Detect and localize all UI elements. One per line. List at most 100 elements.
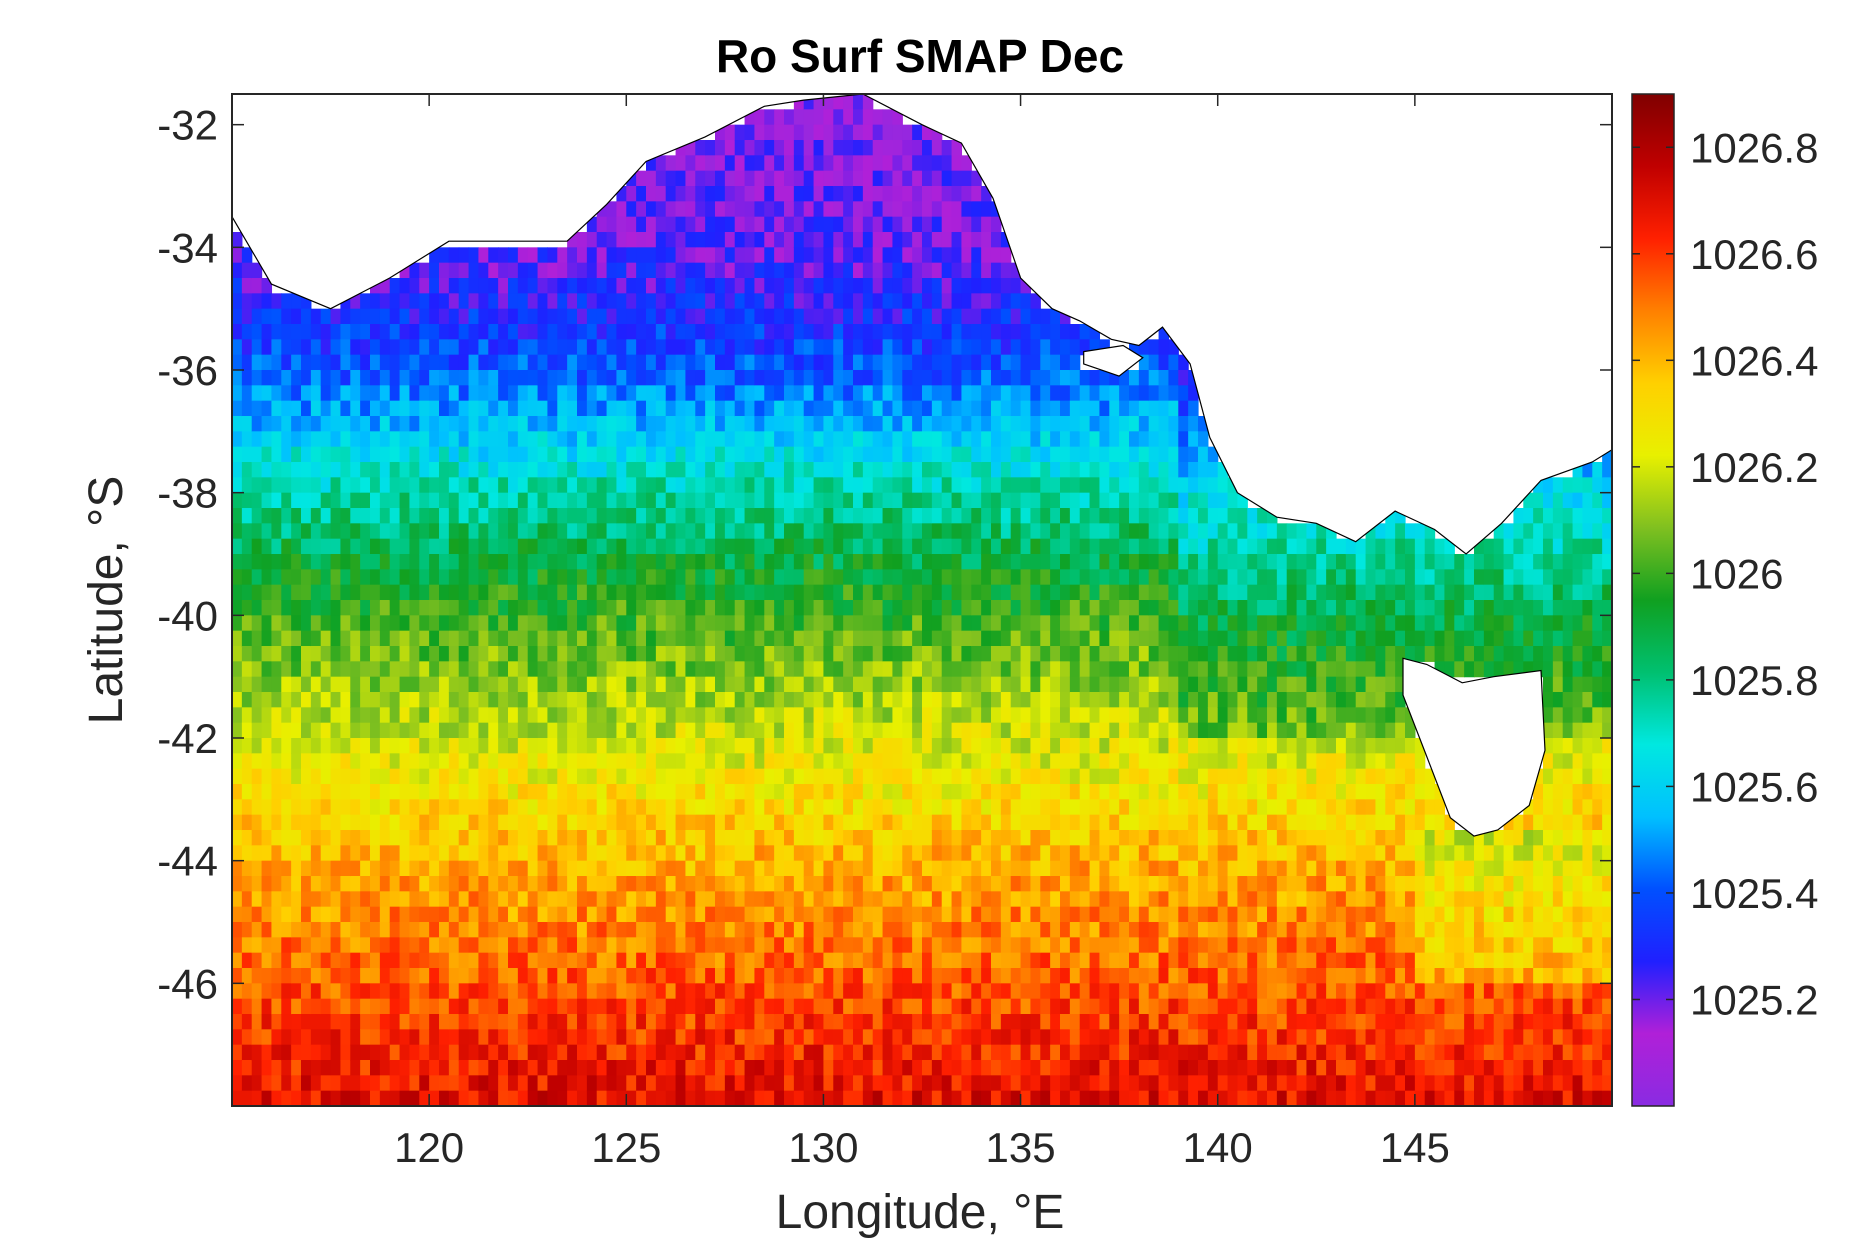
- heatmap-cell: [241, 324, 253, 340]
- heatmap-cell: [675, 462, 687, 478]
- heatmap-cell: [764, 170, 775, 187]
- heatmap-cell: [606, 830, 618, 846]
- heatmap-cell: [557, 707, 568, 724]
- heatmap-cell: [1000, 247, 1012, 264]
- heatmap-cell: [724, 140, 736, 156]
- heatmap-cell: [715, 1014, 726, 1030]
- heatmap-cell: [399, 922, 411, 938]
- heatmap-cell: [429, 738, 440, 754]
- heatmap-cell: [981, 477, 992, 494]
- heatmap-cell: [419, 508, 430, 524]
- heatmap-cell: [813, 477, 825, 494]
- heatmap-cell: [508, 998, 519, 1015]
- heatmap-cell: [448, 784, 460, 800]
- heatmap-cell: [803, 922, 815, 938]
- heatmap-cell: [1030, 630, 1041, 647]
- heatmap-cell: [577, 768, 588, 785]
- heatmap-cell: [912, 324, 923, 340]
- heatmap-cell: [823, 738, 834, 754]
- heatmap-cell: [439, 615, 450, 632]
- heatmap-cell: [251, 676, 263, 693]
- heatmap-cell: [655, 431, 667, 448]
- heatmap-cell: [833, 891, 844, 908]
- heatmap-cell: [261, 293, 273, 310]
- heatmap-cell: [537, 860, 549, 877]
- heatmap-cell: [291, 968, 302, 984]
- heatmap-cell: [931, 952, 943, 969]
- heatmap-cell: [941, 477, 953, 494]
- heatmap-cell: [616, 584, 627, 601]
- heatmap-cell: [853, 186, 864, 202]
- heatmap-cell: [616, 630, 627, 647]
- heatmap-cell: [774, 492, 785, 509]
- heatmap-cell: [774, 293, 785, 310]
- heatmap-cell: [655, 845, 667, 862]
- heatmap-cell: [498, 554, 509, 570]
- heatmap-cell: [1010, 768, 1022, 785]
- heatmap-cell: [803, 891, 815, 908]
- heatmap-cell: [291, 891, 302, 908]
- heatmap-cell: [685, 1029, 696, 1046]
- heatmap-cell: [389, 630, 401, 647]
- heatmap-cell: [636, 554, 647, 570]
- heatmap-cell: [1040, 554, 1051, 570]
- heatmap-cell: [951, 247, 963, 264]
- heatmap-cell: [399, 860, 411, 877]
- heatmap-cell: [724, 784, 736, 800]
- heatmap-cell: [843, 1044, 854, 1061]
- heatmap-cell: [705, 584, 716, 601]
- heatmap-cell: [379, 1060, 391, 1076]
- heatmap-cell: [892, 738, 903, 754]
- heatmap-cell: [724, 385, 736, 402]
- heatmap-cell: [991, 937, 1002, 954]
- heatmap-cell: [606, 799, 618, 816]
- heatmap-cell: [419, 492, 430, 509]
- heatmap-cell: [646, 492, 657, 509]
- heatmap-cell: [606, 646, 618, 662]
- heatmap-cell: [320, 339, 332, 356]
- heatmap-cell: [557, 492, 568, 509]
- heatmap-cell: [724, 492, 736, 509]
- heatmap-cell: [1060, 370, 1071, 386]
- heatmap-cell: [793, 1014, 805, 1030]
- heatmap-cell: [872, 738, 884, 754]
- heatmap-cell: [961, 1044, 972, 1061]
- heatmap-cell: [537, 784, 549, 800]
- heatmap-cell: [251, 569, 263, 586]
- heatmap-cell: [734, 370, 746, 386]
- heatmap-cell: [488, 523, 499, 540]
- heatmap-cell: [1060, 692, 1071, 708]
- heatmap-cell: [389, 692, 401, 708]
- heatmap-cell: [616, 830, 627, 846]
- heatmap-cell: [577, 1014, 588, 1030]
- heatmap-cell: [922, 799, 933, 816]
- heatmap-cell: [429, 1044, 440, 1061]
- heatmap-cell: [1020, 538, 1032, 555]
- heatmap-cell: [685, 492, 696, 509]
- heatmap-cell: [843, 354, 854, 371]
- heatmap-cell: [360, 370, 371, 386]
- heatmap-cell: [586, 722, 598, 739]
- heatmap-cell: [922, 247, 933, 264]
- heatmap-cell: [655, 922, 667, 938]
- heatmap-cell: [340, 1029, 351, 1046]
- heatmap-cell: [892, 431, 903, 448]
- heatmap-cell: [922, 462, 933, 478]
- heatmap-cell: [409, 1044, 420, 1061]
- heatmap-cell: [774, 247, 785, 264]
- heatmap-cell: [981, 492, 992, 509]
- heatmap-cell: [695, 1044, 706, 1061]
- heatmap-cell: [586, 339, 598, 356]
- heatmap-cell: [1030, 477, 1041, 494]
- heatmap-cell: [675, 201, 687, 218]
- heatmap-cell: [488, 968, 499, 984]
- heatmap-cell: [379, 922, 391, 938]
- heatmap-cell: [291, 1060, 302, 1076]
- heatmap-cell: [281, 385, 292, 402]
- heatmap-cell: [813, 998, 825, 1015]
- heatmap-cell: [655, 784, 667, 800]
- heatmap-cell: [232, 676, 243, 693]
- heatmap-cell: [695, 615, 706, 632]
- heatmap-cell: [468, 1014, 480, 1030]
- heatmap-cell: [813, 768, 825, 785]
